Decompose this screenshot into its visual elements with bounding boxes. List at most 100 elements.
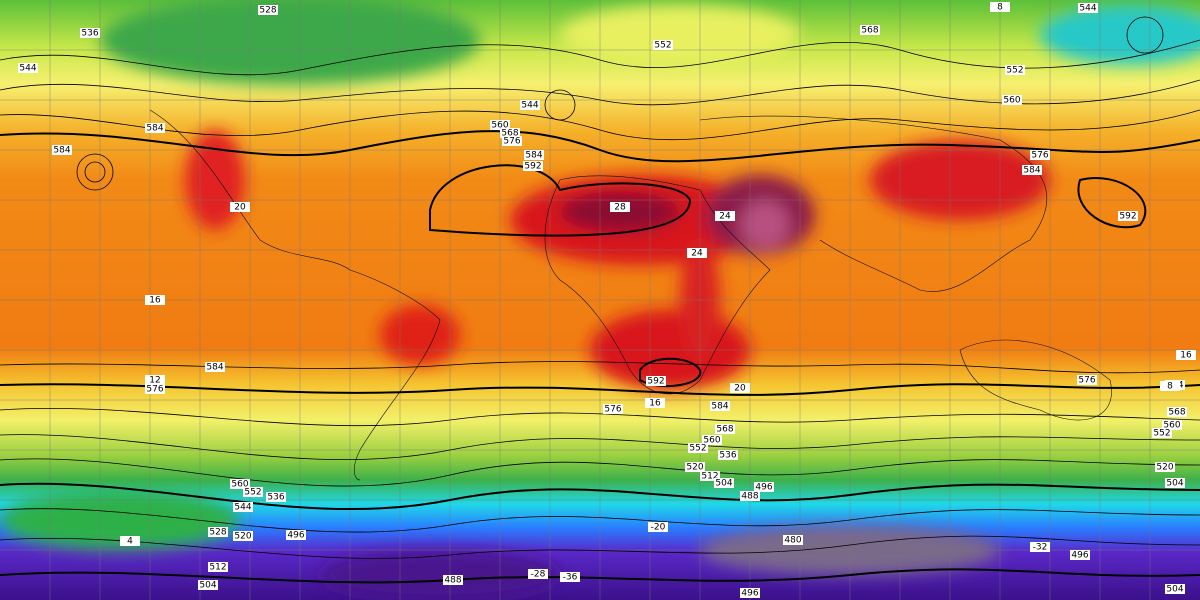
label-box — [490, 120, 510, 130]
height-label: 496 — [755, 483, 772, 493]
height-label: 544 — [1079, 4, 1096, 14]
temperature-label: 16 — [1180, 351, 1192, 361]
label-box — [500, 128, 520, 138]
temperature-label: 20 — [234, 203, 246, 213]
height-label: 488 — [444, 576, 461, 586]
height-label: 496 — [1071, 551, 1088, 561]
label-box — [1176, 350, 1196, 360]
height-label: 520 — [686, 463, 703, 473]
label-box — [1070, 550, 1090, 560]
height-label: 576 — [604, 405, 621, 415]
height-label: 568 — [501, 129, 518, 139]
label-box — [233, 531, 253, 541]
coastlines — [149, 109, 1112, 481]
label-box — [1165, 584, 1185, 594]
height-label: 544 — [234, 503, 251, 513]
label-box — [860, 25, 880, 35]
height-label: 568 — [861, 26, 878, 36]
label-box — [1118, 211, 1138, 221]
height-label: 576 — [1078, 376, 1095, 386]
temperature-label: 16 — [149, 296, 161, 306]
label-box — [145, 384, 165, 394]
label-box — [1005, 65, 1025, 75]
height-label: 560 — [703, 436, 720, 446]
label-box — [230, 479, 250, 489]
label-box — [502, 136, 522, 146]
height-label: 584 — [711, 402, 728, 412]
temperature-label: 12 — [149, 376, 160, 386]
label-box — [646, 376, 666, 386]
label-box — [687, 248, 707, 258]
label-box — [700, 471, 720, 481]
height-label: 552 — [689, 444, 706, 454]
label-box — [286, 530, 306, 540]
label-box — [740, 588, 760, 598]
label-box — [718, 450, 738, 460]
height-label: 504 — [1166, 479, 1183, 489]
label-box — [1002, 95, 1022, 105]
label-box — [205, 362, 225, 372]
height-label: 592 — [647, 377, 664, 387]
label-box — [685, 462, 705, 472]
label-box — [710, 401, 730, 411]
label-box — [208, 562, 228, 572]
height-label: 512 — [701, 472, 718, 482]
temperature-label: -28 — [531, 570, 546, 580]
temperature-label: 8 — [997, 3, 1003, 13]
label-box — [145, 295, 165, 305]
label-box — [520, 100, 540, 110]
height-label: 576 — [1031, 151, 1048, 161]
height-label: 568 — [1168, 408, 1185, 418]
height-contours — [0, 16, 1200, 584]
height-label: 552 — [654, 41, 671, 51]
label-box — [243, 487, 263, 497]
label-box — [715, 424, 735, 434]
height-label: 552 — [1006, 66, 1023, 76]
label-box — [1152, 428, 1172, 438]
height-label: 536 — [719, 451, 736, 461]
height-label: 520 — [234, 532, 251, 542]
label-box — [702, 435, 722, 445]
temperature-label: 24 — [691, 249, 703, 259]
temperature-label: 16 — [649, 399, 661, 409]
height-label: 504 — [715, 479, 732, 489]
temperature-label: 28 — [614, 203, 626, 213]
label-box — [145, 375, 165, 385]
height-label: 536 — [267, 493, 284, 503]
height-label: 560 — [491, 121, 508, 131]
label-box — [1160, 381, 1180, 391]
temperature-label: 24 — [719, 212, 731, 222]
label-box — [258, 5, 278, 15]
temperature-label: 20 — [734, 384, 746, 394]
height-label: 576 — [503, 137, 520, 147]
label-box — [80, 28, 100, 38]
height-label: 536 — [81, 29, 98, 39]
label-box — [714, 478, 734, 488]
height-label: 488 — [741, 492, 758, 502]
label-box — [688, 443, 708, 453]
contour-labels: 5285365445525685445525605605685765845925… — [18, 2, 1196, 599]
height-label: 520 — [1156, 463, 1173, 473]
label-box — [610, 202, 630, 212]
height-label: 552 — [244, 488, 261, 498]
label-box — [443, 575, 463, 585]
height-label: 560 — [1163, 421, 1180, 431]
height-label: 584 — [206, 363, 223, 373]
label-box — [18, 63, 38, 73]
height-label: 592 — [1119, 212, 1136, 222]
height-label: 528 — [209, 528, 226, 538]
label-box — [145, 123, 165, 133]
label-box — [645, 398, 665, 408]
height-label: 504 — [199, 581, 216, 591]
label-box — [653, 40, 673, 50]
height-label: 560 — [1003, 96, 1020, 106]
label-box — [1162, 420, 1182, 430]
label-box — [1030, 542, 1050, 552]
height-label: 544 — [521, 101, 538, 111]
height-label: 568 — [716, 425, 733, 435]
label-box — [1078, 3, 1098, 13]
temperature-label: 8 — [1167, 382, 1173, 392]
temperature-label: 4 — [127, 537, 133, 547]
label-box — [783, 535, 803, 545]
